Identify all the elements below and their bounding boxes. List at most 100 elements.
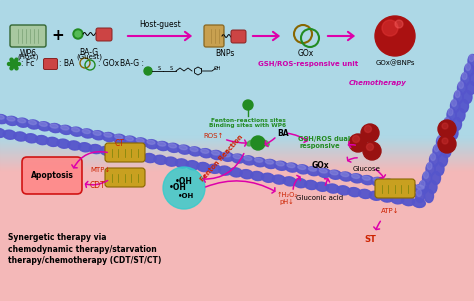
Ellipse shape [18,119,26,123]
Ellipse shape [380,193,393,202]
Text: Glucose: Glucose [353,166,381,172]
Ellipse shape [146,140,158,149]
Ellipse shape [305,180,318,190]
Bar [0,153,474,154]
Ellipse shape [158,142,165,146]
Ellipse shape [437,135,446,148]
Circle shape [144,67,152,75]
Bar [0,156,474,157]
Bar [0,154,474,155]
Ellipse shape [442,144,451,157]
Text: GOx@BNPs: GOx@BNPs [375,60,415,67]
Ellipse shape [434,144,439,151]
Ellipse shape [208,164,221,173]
Ellipse shape [373,178,381,182]
Ellipse shape [25,134,37,143]
Bar [0,144,474,145]
Ellipse shape [285,163,298,172]
Ellipse shape [450,100,459,113]
Ellipse shape [46,137,59,147]
Text: BA: BA [277,129,289,138]
Circle shape [251,136,265,150]
Ellipse shape [384,180,392,184]
Ellipse shape [405,183,413,188]
Ellipse shape [261,140,269,146]
Ellipse shape [275,161,288,170]
Ellipse shape [242,156,255,165]
Ellipse shape [143,154,156,163]
Ellipse shape [412,198,425,207]
FancyBboxPatch shape [204,25,224,47]
Ellipse shape [431,172,440,185]
Ellipse shape [244,156,252,160]
Bar [0,159,474,160]
Ellipse shape [132,152,146,161]
Ellipse shape [199,149,212,158]
Ellipse shape [468,54,474,67]
Circle shape [349,134,367,152]
Bar [0,136,474,137]
Text: Binding sites with WP6: Binding sites with WP6 [210,123,287,128]
Ellipse shape [16,118,29,127]
Text: Apoptosis: Apoptosis [30,170,73,179]
Text: Fenton Reaction: Fenton Reaction [200,134,245,182]
Ellipse shape [3,130,16,139]
Ellipse shape [383,179,395,188]
Circle shape [15,58,18,61]
Circle shape [75,31,81,37]
Ellipse shape [415,185,428,194]
Ellipse shape [395,182,402,186]
Text: : Fc: : Fc [21,60,35,69]
Ellipse shape [369,191,382,200]
Text: ↑H₂O₂: ↑H₂O₂ [276,192,298,198]
Ellipse shape [423,172,428,178]
Bar [0,152,474,153]
Ellipse shape [255,158,263,162]
Ellipse shape [361,175,374,185]
Circle shape [243,100,253,110]
Text: WP6: WP6 [19,49,36,58]
Ellipse shape [219,166,231,175]
Bar [0,147,474,148]
Ellipse shape [372,177,384,187]
Ellipse shape [156,141,169,150]
Circle shape [365,126,372,132]
Ellipse shape [458,82,464,88]
Circle shape [442,138,448,144]
Ellipse shape [283,177,296,186]
Ellipse shape [79,143,91,152]
Ellipse shape [0,114,8,124]
Ellipse shape [449,126,458,139]
Ellipse shape [89,144,102,154]
Bar [0,165,474,166]
Ellipse shape [425,190,434,203]
Bar [0,170,474,171]
Ellipse shape [459,100,468,113]
FancyBboxPatch shape [10,25,46,47]
Ellipse shape [428,181,437,194]
Ellipse shape [124,136,137,145]
Ellipse shape [14,132,27,141]
Ellipse shape [70,127,83,136]
Ellipse shape [27,120,40,129]
Ellipse shape [298,165,306,169]
Bar [0,158,474,159]
Text: S: S [170,66,173,71]
Ellipse shape [189,147,201,156]
Ellipse shape [419,181,428,194]
Text: GOx: GOx [311,160,329,169]
Ellipse shape [350,174,363,183]
Ellipse shape [391,195,404,204]
Text: •OH: •OH [178,193,194,199]
FancyBboxPatch shape [96,28,112,41]
Ellipse shape [445,117,449,125]
Text: •OH: •OH [169,184,187,193]
Ellipse shape [307,166,320,176]
Text: BA-G :: BA-G : [120,60,144,69]
Ellipse shape [178,145,191,154]
Ellipse shape [393,181,406,190]
Ellipse shape [319,169,327,173]
Circle shape [15,67,18,70]
Text: Synergetic therapy via
chemodynamic therapy/starvation
therapy/chemotherapy (CDT: Synergetic therapy via chemodynamic ther… [8,233,161,265]
Ellipse shape [438,135,443,142]
